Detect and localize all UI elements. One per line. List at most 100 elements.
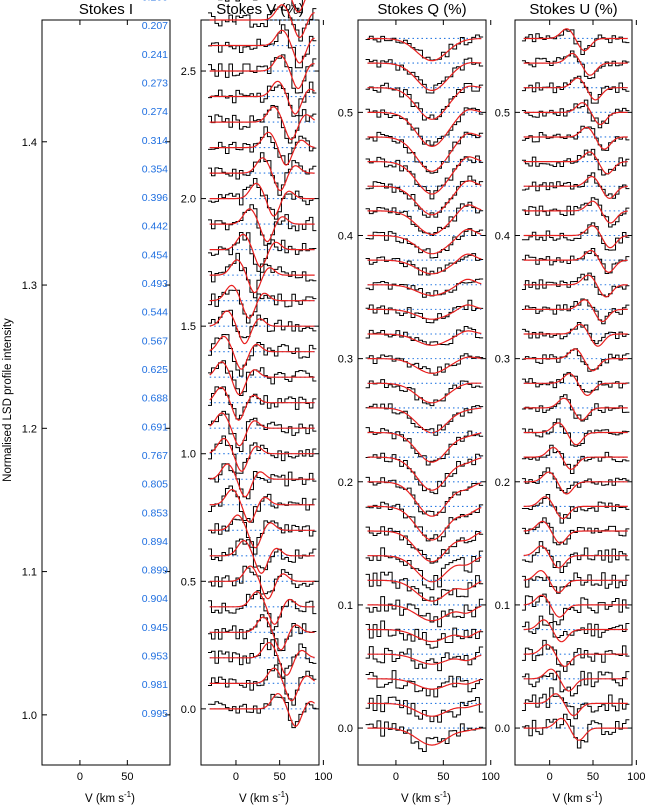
observed-profile: [521, 148, 630, 176]
profile-3: [521, 75, 630, 104]
profile-10: [521, 248, 630, 275]
model-profile: [209, 4, 315, 39]
profile-19: 0.691: [142, 421, 168, 433]
model-profile: [367, 604, 482, 622]
model-profile: [367, 555, 482, 583]
model-profile: [367, 579, 482, 602]
observed-profile: [207, 485, 317, 523]
y-tick-label: 0.1: [495, 600, 510, 612]
observed-profile: [207, 538, 317, 571]
profile-21: [521, 517, 630, 546]
model-profile: [209, 310, 315, 345]
y-tick-label: 1.1: [22, 567, 37, 579]
y-tick-label: 0.2: [495, 477, 510, 489]
profile-21: 0.805: [142, 479, 168, 491]
observed-profile: [207, 126, 317, 165]
profile-17: [207, 386, 317, 421]
profile-23: [521, 569, 630, 594]
profile-22: 0.853: [142, 507, 168, 519]
panel-title: Stokes U (%): [529, 1, 617, 18]
observed-profile: [207, 386, 317, 420]
profile-6: [365, 155, 484, 200]
y-tick-label: 0.0: [495, 723, 510, 735]
y-tick-label: 1.3: [22, 280, 37, 292]
profile-15: 0.544: [142, 307, 168, 319]
observed-profile: [217, 0, 303, 14]
observed-profile: [365, 571, 484, 606]
profile-6: 0.241: [142, 49, 168, 61]
panel-title: Stokes I: [79, 1, 133, 18]
x-axis-label: V (km s-1): [553, 790, 603, 805]
observed-profile: [365, 427, 484, 466]
y-tick-label: 0.5: [338, 107, 353, 119]
model-profile: [523, 446, 628, 470]
x-tick-label: 50: [587, 771, 599, 783]
phase-label: 0.894: [142, 536, 168, 548]
model-profile: [523, 643, 628, 667]
phase-label: 0.981: [142, 679, 168, 691]
observed-profile: [365, 379, 484, 407]
model-profile: [523, 397, 628, 421]
observed-profile: [207, 289, 317, 324]
model-profile: [209, 361, 315, 396]
model-profile: [523, 274, 628, 298]
model-profile: [523, 619, 628, 643]
profile-14: 0.493: [142, 278, 168, 290]
profile-4: [365, 107, 484, 148]
model-profile: [523, 151, 628, 175]
profile-18: [365, 452, 484, 495]
profile-28: [365, 694, 484, 723]
observed-profile: [521, 29, 630, 55]
y-tick-label: 1.0: [181, 449, 196, 461]
profile-22: [207, 514, 317, 555]
observed-profile: [521, 348, 630, 372]
profile-9: 0.314: [142, 135, 168, 147]
profile-5: [521, 125, 630, 151]
model-profile: [523, 28, 628, 52]
profile-24: [521, 593, 630, 626]
profile-7: [207, 126, 317, 166]
y-tick-label: 0.4: [495, 230, 510, 242]
observed-profile: [521, 125, 630, 151]
observed-profile: [365, 646, 484, 672]
profile-25: [365, 620, 484, 649]
observed-profile: [365, 620, 484, 649]
observed-profile: [365, 452, 484, 495]
model-profile: [367, 382, 482, 404]
x-tick-label: 0: [77, 771, 83, 783]
profile-16: [521, 394, 630, 422]
y-tick-label: 0.1: [338, 600, 353, 612]
observed-profile: [365, 175, 484, 218]
model-profile: [209, 29, 315, 64]
phase-label: 0.354: [142, 163, 168, 175]
observed-profile: [207, 204, 317, 246]
model-profile: [209, 489, 315, 523]
phase-label: 0.945: [142, 622, 168, 634]
y-tick-label: 2.0: [181, 194, 196, 206]
profile-29: 0.995: [142, 708, 168, 720]
profile-4: [207, 54, 317, 94]
model-profile: [209, 692, 315, 727]
model-profile: [523, 471, 628, 495]
observed-profile: [207, 54, 317, 94]
observed-profile: [365, 278, 484, 298]
profile-28: [207, 664, 317, 706]
observed-profile: [207, 24, 317, 69]
model-profile: [367, 727, 482, 746]
profile-1: [365, 34, 484, 62]
model-profile: [523, 372, 628, 396]
profile-17: [521, 418, 630, 447]
phase-label: 0.567: [142, 335, 168, 347]
model-profile: [209, 641, 315, 676]
x-tick-label: 50: [437, 771, 449, 783]
profile-15: [521, 372, 630, 396]
model-profile: [209, 437, 315, 472]
observed-profile: [521, 75, 630, 104]
observed-profile: [365, 526, 484, 564]
observed-profile: [521, 639, 630, 672]
model-profile: [523, 717, 628, 741]
model-profile: [367, 356, 482, 374]
model-profile: [523, 348, 628, 372]
y-tick-label: 1.0: [22, 710, 37, 722]
profile-2: [521, 50, 630, 80]
